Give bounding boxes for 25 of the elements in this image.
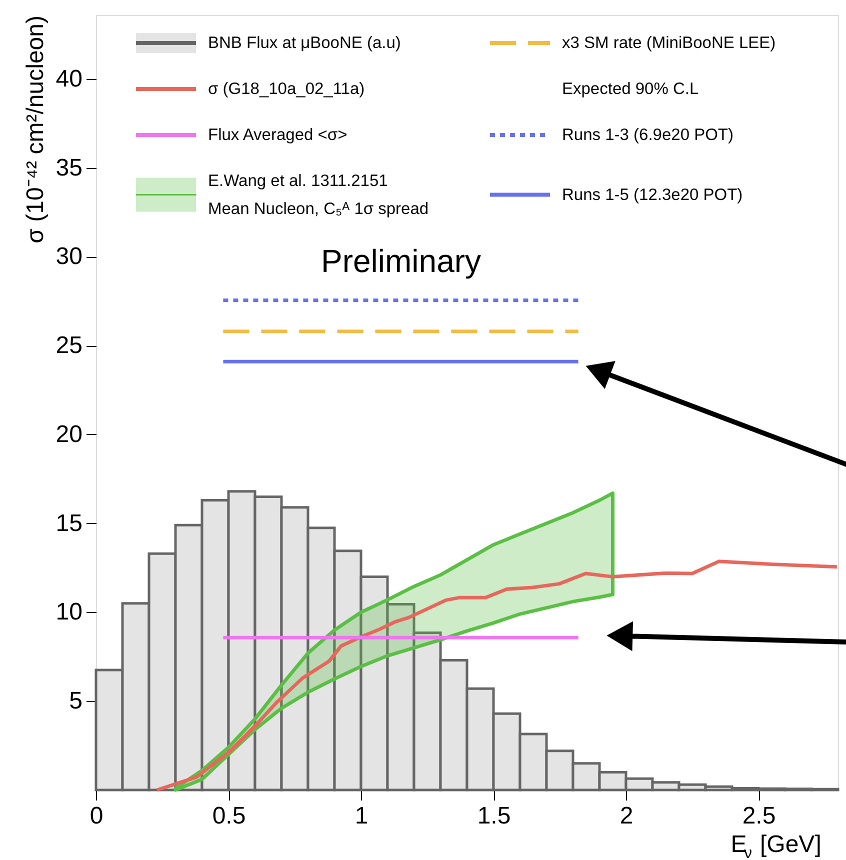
y-tick-label: 20 [56, 420, 82, 448]
legend-label: σ (G18_10a_02_11a) [208, 80, 365, 98]
y-tick-label: 40 [56, 65, 82, 92]
line-series [155, 560, 839, 792]
x-tick-label: 1 [354, 802, 368, 830]
x-tick-label: 2.5 [742, 802, 776, 830]
legend-label: x3 SM rate (MiniBooNE LEE) [562, 34, 776, 52]
y-tick-label: 5 [69, 688, 82, 715]
y-tick-label: 35 [56, 154, 82, 182]
legend-title: Expected 90% C.L [562, 80, 699, 98]
x-tick-label: 2 [620, 802, 634, 830]
legend-label: Flux Averaged <σ> [208, 126, 348, 144]
y-tick-label: 10 [56, 598, 82, 626]
legend-label: Runs 1-5 (12.3e20 POT) [562, 186, 743, 204]
y-axis-title: σ (10⁻⁴² cm²/nucleon) [22, 16, 49, 244]
legend-label: E.Wang et al. 1311.2151 Mean Nucleon, C₅ᴬ 1σ spread [208, 172, 429, 218]
legend-label: Runs 1-3 (6.9e20 POT) [562, 126, 734, 144]
y-tick-label: 15 [56, 510, 82, 537]
annotation: Preliminary [320, 243, 482, 279]
legend-label: BNB Flux at μBooNE (a.u) [208, 34, 401, 52]
x-tick-label: 1.5 [477, 802, 511, 830]
y-tick-label: 25 [56, 332, 82, 360]
y-tick-label: 30 [56, 243, 82, 270]
x-tick-label: 0 [90, 802, 104, 830]
x-tick-label: 0.5 [212, 802, 246, 830]
